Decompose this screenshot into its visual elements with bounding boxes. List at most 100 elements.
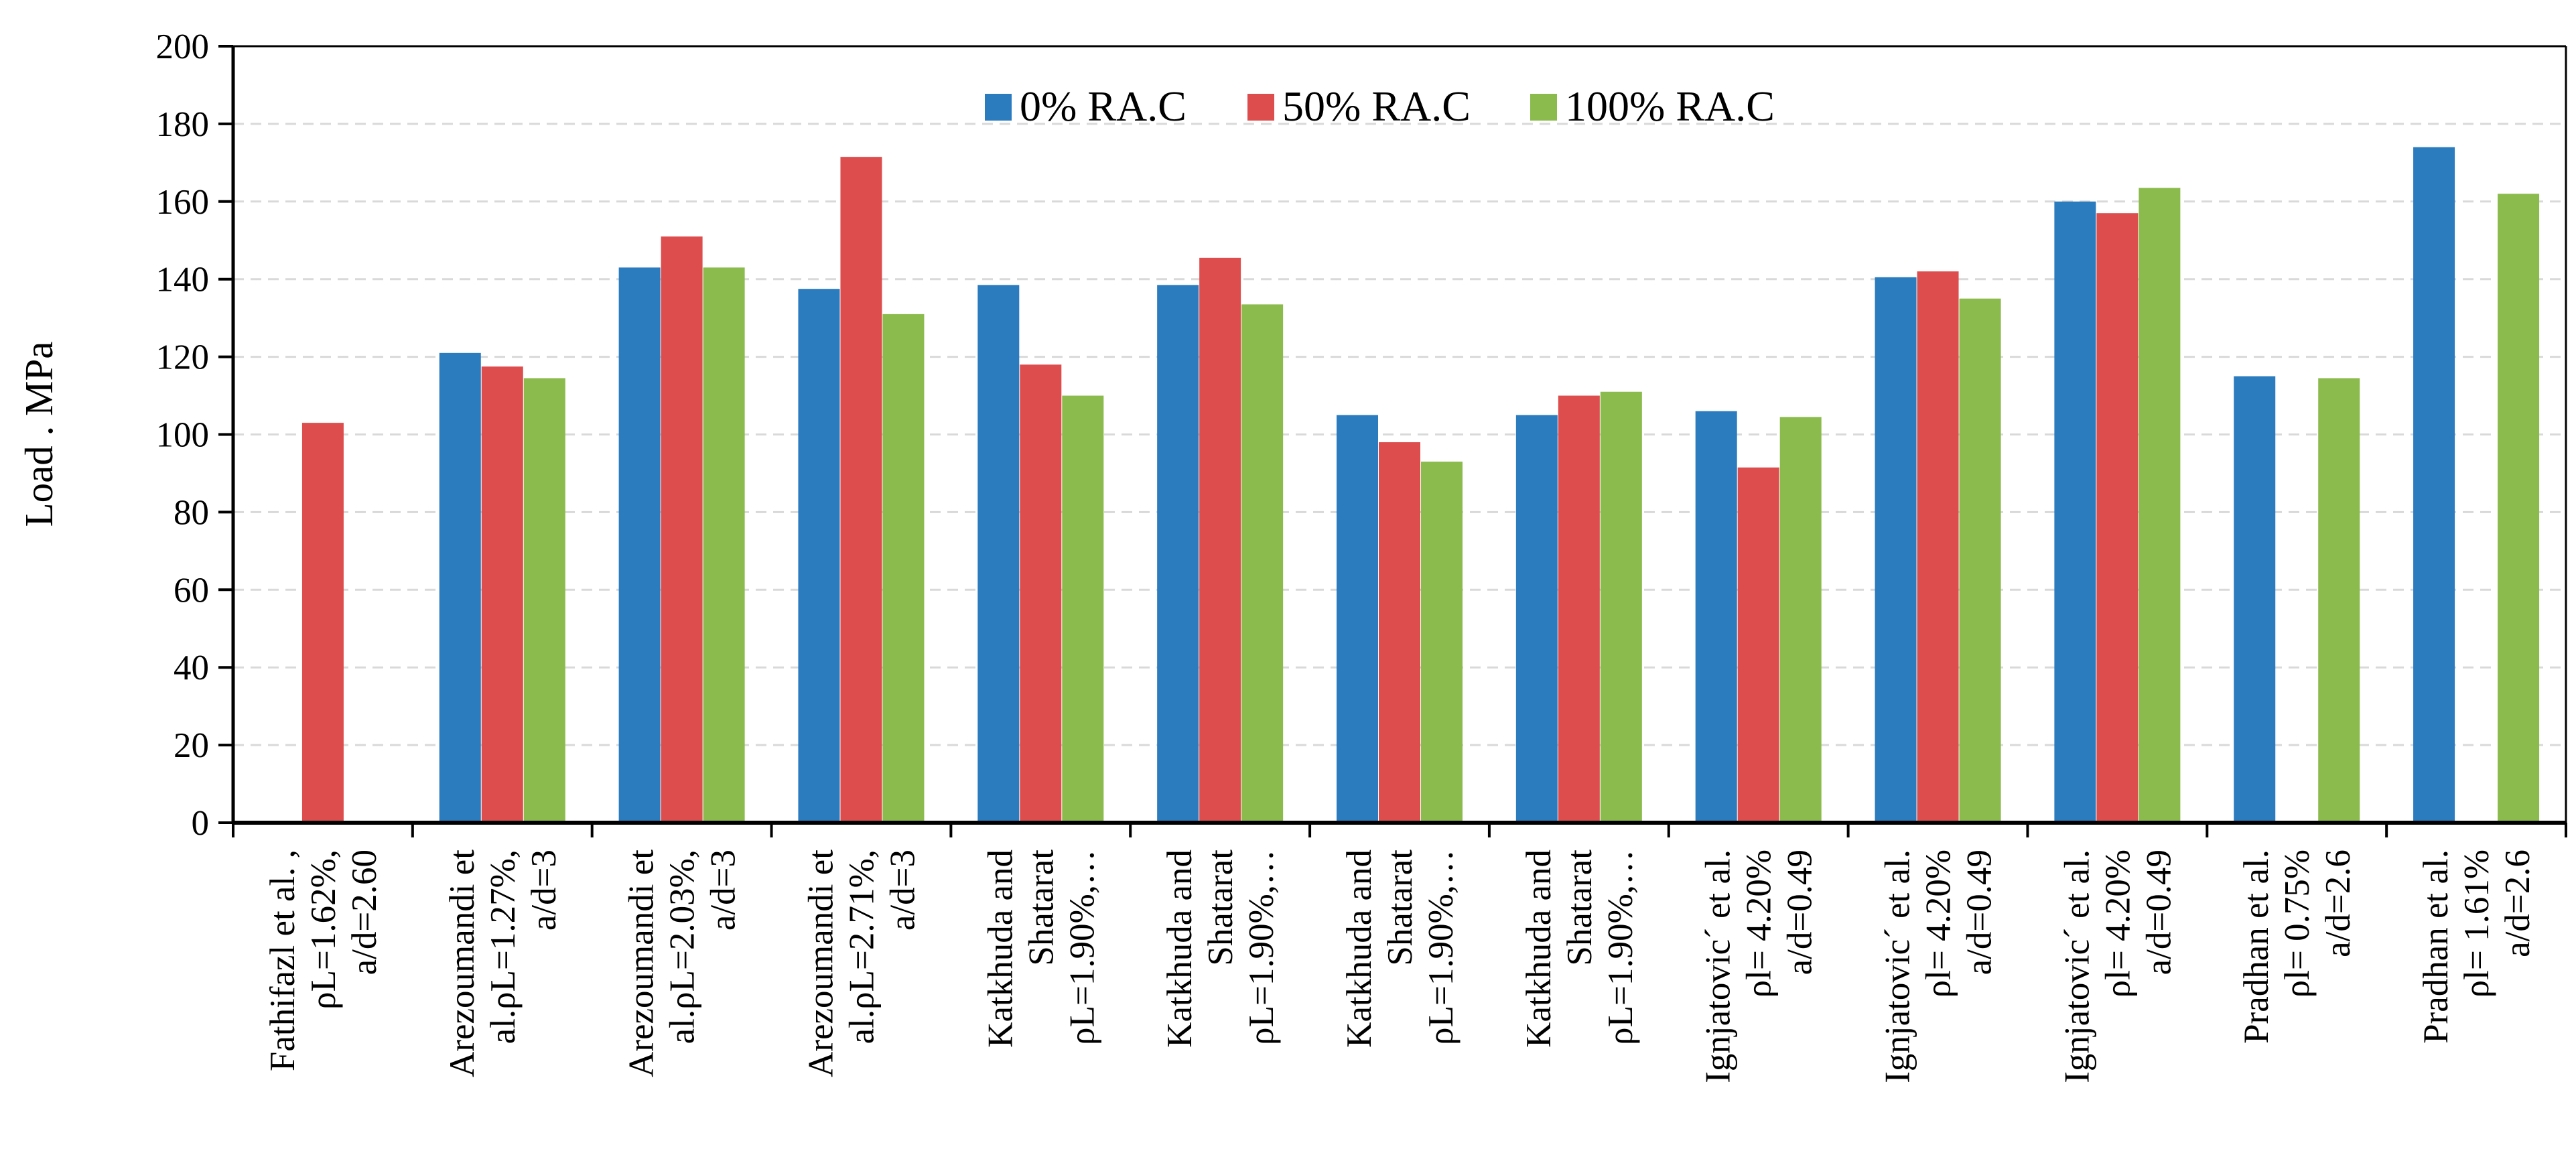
x-category-label-line: Katkhuda and <box>1340 850 1379 1048</box>
bar-50-ra-c-cat-8 <box>1558 395 1600 823</box>
x-category-label-line: ρL=1.90%,… <box>1063 850 1101 1045</box>
bar-0-ra-c-cat-7 <box>1337 415 1378 823</box>
bar-100-ra-c-cat-5 <box>1062 395 1104 823</box>
bar-0-ra-c-cat-5 <box>977 285 1020 823</box>
bar-50-ra-c-cat-3 <box>661 236 703 823</box>
x-category-label-line: a/d=3 <box>883 850 922 931</box>
bar-50-ra-c-cat-6 <box>1199 257 1241 823</box>
x-category-label-line: ρl= 4.20% <box>2098 850 2137 998</box>
x-category-label-line: Shatarat <box>1560 850 1599 966</box>
bar-100-ra-c-cat-10 <box>1959 298 2001 823</box>
x-category-label-line: ρL=1.90%,… <box>1422 850 1461 1045</box>
x-category-label: Katkhuda and Shatarat ρL=1.90%,… <box>1340 850 1461 1048</box>
y-tick-label: 200 <box>156 27 210 66</box>
legend: 0% RA.C 50% RA.C 100% RA.C <box>985 82 1775 130</box>
bar-0-ra-c-cat-12 <box>2234 376 2276 823</box>
x-category-label-line: Ignjatovic´ et al. <box>2057 850 2096 1083</box>
x-category-label-line: a/d=2.6 <box>2319 850 2358 957</box>
bar-100-ra-c-cat-6 <box>1241 304 1284 823</box>
x-category-label-line: a/d=2.60 <box>345 850 384 975</box>
legend-swatch <box>985 94 1012 121</box>
y-axis-title: Load . MPa <box>17 342 61 527</box>
bar-0-ra-c-cat-10 <box>1875 277 1917 823</box>
bar-50-ra-c-cat-7 <box>1379 442 1420 823</box>
x-category-label-line: al.ρL=2.71%, <box>842 850 881 1044</box>
bar-0-ra-c-cat-2 <box>439 352 481 823</box>
bar-100-ra-c-cat-12 <box>2318 378 2360 823</box>
legend-label: 0% RA.C <box>1020 82 1187 130</box>
x-category-label: Arezoumandi et al.ρL=2.71%, a/d=3 <box>801 850 922 1077</box>
x-category-label-line: Ignjatovic´ et al. <box>1699 850 1738 1083</box>
bar-50-ra-c-cat-11 <box>2096 213 2139 823</box>
bar-100-ra-c-cat-3 <box>703 267 745 823</box>
bar-50-ra-c-cat-4 <box>840 157 882 823</box>
y-tick-label: 120 <box>156 338 210 377</box>
x-category-label: Pradhan et al. ρl= 1.61% a/d=2.6 <box>2417 850 2537 1044</box>
x-category-label: Katkhuda and Shatarat ρL=1.90%,… <box>1160 850 1281 1048</box>
bar-100-ra-c-cat-9 <box>1779 417 1822 823</box>
x-category-label-line: Katkhuda and <box>1519 850 1558 1048</box>
x-category-label-line: Arezoumandi et <box>622 850 661 1077</box>
bar-0-ra-c-cat-4 <box>798 289 840 823</box>
x-category-label-line: ρl= 1.61% <box>2457 850 2496 998</box>
x-category-label: Katkhuda and Shatarat ρL=1.90%,… <box>1519 850 1640 1048</box>
bar-100-ra-c-cat-4 <box>882 314 925 823</box>
y-axis-ticks: 0 20 40 60 80 100 120 140 160 180 200 <box>156 27 233 843</box>
bar-100-ra-c-cat-11 <box>2139 188 2181 823</box>
y-tick-label: 0 <box>192 804 210 843</box>
x-category-label-line: Ignjatovic´ et al. <box>1879 850 1917 1083</box>
y-tick-label: 160 <box>156 183 210 222</box>
x-axis-categories: Fathifazl et al. , ρL=1.62%, a/d=2.60 Arezo… <box>232 823 2567 1083</box>
bar-100-ra-c-cat-7 <box>1421 462 1463 823</box>
x-category-label-line: ρL=1.62%, <box>304 850 343 1010</box>
bar-0-ra-c-cat-3 <box>618 267 661 823</box>
bar-50-ra-c-cat-9 <box>1737 467 1779 823</box>
x-category-label-line: Pradhan et al. <box>2417 850 2455 1044</box>
x-category-label: Pradhan et al. ρl= 0.75% a/d=2.6 <box>2237 850 2358 1044</box>
x-category-label: Arezoumandi et al.ρL=2.03%, a/d=3 <box>622 850 743 1077</box>
bar-0-ra-c-cat-13 <box>2413 147 2455 823</box>
bar-100-ra-c-cat-13 <box>2498 194 2540 823</box>
x-category-label-line: ρL=1.90%,… <box>1601 850 1640 1045</box>
bar-50-ra-c-cat-5 <box>1020 364 1062 823</box>
x-category-label-line: ρl= 0.75% <box>2278 850 2317 998</box>
x-category-label-line: al.ρL=1.27%, <box>484 850 523 1044</box>
bar-100-ra-c-cat-2 <box>523 378 565 823</box>
x-category-label-line: ρl= 4.20% <box>1740 850 1779 998</box>
y-tick-label: 180 <box>156 105 210 144</box>
x-category-label-line: ρl= 4.20% <box>1919 850 1958 998</box>
x-category-label-line: Arezoumandi et <box>801 850 840 1077</box>
x-category-label: Arezoumandi et al.ρL=1.27%, a/d=3 <box>443 850 563 1077</box>
bars <box>301 147 2540 823</box>
bar-0-ra-c-cat-11 <box>2054 201 2096 823</box>
bar-50-ra-c-cat-1 <box>301 423 344 823</box>
bar-50-ra-c-cat-10 <box>1917 271 1959 823</box>
x-category-label-line: a/d=0.49 <box>1781 850 1820 975</box>
x-category-label-line: a/d=0.49 <box>1960 850 1999 975</box>
y-tick-label: 80 <box>174 493 209 532</box>
y-tick-label: 140 <box>156 261 210 299</box>
x-category-label: Fathifazl et al. , ρL=1.62%, a/d=2.60 <box>263 850 384 1071</box>
x-category-label: Ignjatovic´ et al. ρl= 4.20% a/d=0.49 <box>2057 850 2178 1083</box>
x-category-label-line: Shatarat <box>1201 850 1240 966</box>
x-category-label-line: a/d=2.6 <box>2498 850 2537 957</box>
legend-label: 50% RA.C <box>1282 82 1471 130</box>
legend-swatch <box>1247 94 1274 121</box>
bar-0-ra-c-cat-9 <box>1695 411 1737 823</box>
x-category-label: Katkhuda and Shatarat ρL=1.90%,… <box>981 850 1101 1048</box>
legend-label: 100% RA.C <box>1565 82 1775 130</box>
x-category-label-line: Fathifazl et al. , <box>263 850 302 1071</box>
y-tick-label: 60 <box>174 571 209 610</box>
x-category-label: Ignjatovic´ et al. ρl= 4.20% a/d=0.49 <box>1699 850 1820 1083</box>
x-category-label-line: a/d=3 <box>704 850 743 931</box>
x-category-label-line: al.ρL=2.03%, <box>663 850 702 1044</box>
y-tick-label: 20 <box>174 726 209 765</box>
y-tick-label: 100 <box>156 416 210 455</box>
bar-100-ra-c-cat-8 <box>1600 391 1642 823</box>
x-category-label-line: Katkhuda and <box>981 850 1020 1048</box>
legend-swatch <box>1530 94 1557 121</box>
x-category-label-line: ρL=1.90%,… <box>1242 850 1281 1045</box>
x-category-label-line: Katkhuda and <box>1160 850 1199 1048</box>
